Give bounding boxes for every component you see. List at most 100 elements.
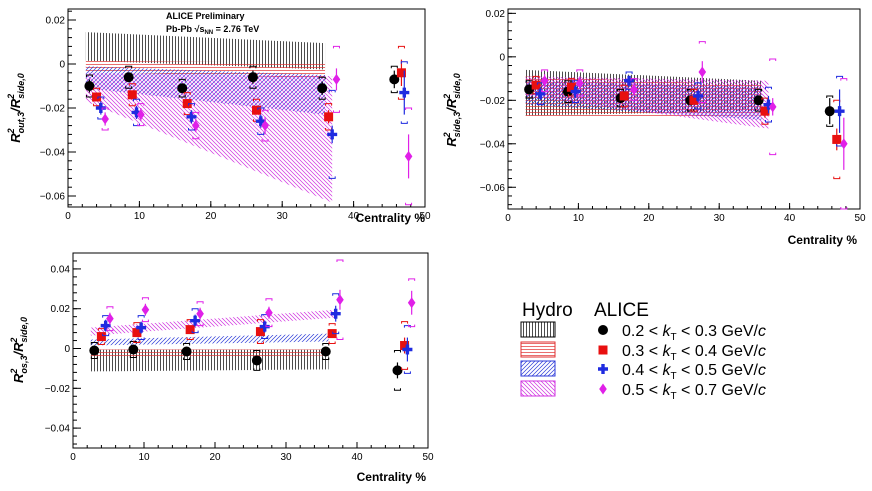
panel-ros: 0 10 20 30 40 50 −0.04 −0.02 0 0.02 0.04 Centrality… (9, 252, 434, 484)
annotation-preliminary: ALICE Preliminary (166, 11, 245, 21)
legend: Hydro ALICE 0.2 < kT < 0.3 GeV/c0.3 < kT… (520, 300, 766, 402)
data-point-circle (753, 95, 764, 106)
sys-bracket-top (567, 78, 575, 81)
data-point-circle (89, 345, 100, 356)
x-tick-label: 10 (573, 213, 585, 224)
x-tick-label: 30 (714, 213, 726, 224)
data-point-square (832, 134, 842, 144)
data-point-cross (834, 106, 845, 117)
sys-bracket-top (253, 350, 261, 353)
data-point-cross (131, 107, 142, 118)
sys-bracket-top (196, 301, 204, 304)
data-point-square (566, 82, 576, 92)
sys-bracket-bottom (97, 342, 105, 346)
sys-bracket-bottom (129, 355, 137, 358)
hydro-band-1 (90, 349, 329, 358)
sys-bracket-bottom (128, 103, 136, 107)
sys-bracket-bottom (328, 176, 336, 179)
y-axis-label-part: 2 (6, 128, 16, 134)
annotation-system: Pb-Pb √sNN = 2.76 TeV (166, 24, 259, 36)
y-tick-label: 0.02 (486, 9, 506, 20)
series-3 (106, 259, 416, 341)
legend-label-3: 0.5 < kT < 0.7 GeV/c (622, 382, 766, 402)
sys-bracket-bottom (102, 333, 110, 337)
sys-bracket-top (90, 342, 98, 345)
data-point-circle (824, 106, 835, 117)
data-point-circle (317, 83, 328, 94)
sys-bracket-top (183, 343, 191, 346)
series-3 (101, 45, 413, 206)
sys-bracket-top (188, 103, 196, 106)
legend-label-k: k (662, 382, 671, 399)
y-axis-label-part: 2 (9, 369, 19, 375)
sys-bracket-top (332, 293, 340, 296)
sys-bracket-bottom (536, 102, 544, 106)
data-point-cross (693, 90, 704, 101)
data-point-cross (186, 111, 197, 122)
sys-bracket-top (826, 95, 834, 98)
sys-bracket-top (617, 88, 625, 92)
legend-label-0: 0.2 < kT < 0.3 GeV/c (622, 323, 766, 343)
sys-bracket-top (408, 278, 416, 281)
annotation-system-sub: NN (204, 30, 213, 36)
x-tick-label: 20 (205, 211, 217, 222)
sys-bracket-top (141, 297, 149, 300)
series-3 (540, 41, 848, 210)
series-1 (531, 75, 842, 180)
sys-bracket-top (755, 88, 763, 92)
data-point-diamond (576, 77, 584, 89)
legend-label-c: c (758, 343, 766, 360)
data-point-cross (399, 87, 410, 98)
data-point-circle (389, 74, 400, 85)
legend-label-pre: 0.5 < (622, 382, 662, 399)
data-point-diamond (141, 304, 150, 316)
sys-bracket-bottom (133, 123, 141, 127)
annotation-energy: = 2.76 TeV (213, 24, 259, 34)
sys-bracket-bottom (257, 132, 265, 135)
sys-bracket-bottom (764, 120, 772, 123)
data-point-cross (95, 103, 106, 114)
legend-label-sub: T (670, 352, 676, 363)
series-1 (96, 319, 410, 370)
sys-bracket-bottom (178, 95, 186, 98)
sys-bracket-bottom (525, 96, 533, 99)
sys-bracket-top (630, 78, 638, 81)
data-point-circle (181, 346, 192, 357)
data-point-circle (524, 84, 535, 95)
data-point-square (96, 332, 106, 342)
legend-label-pre: 0.2 < (622, 323, 662, 340)
y-axis-label-part: 2 (6, 94, 16, 100)
data-point-diamond (196, 308, 204, 320)
sys-bracket-top (133, 98, 141, 102)
sys-bracket-bottom (186, 337, 194, 341)
data-point-diamond (336, 294, 344, 306)
y-axis-label-part: /R (8, 98, 23, 113)
sys-bracket-top (698, 41, 706, 44)
y-tick-label: 0 (64, 344, 70, 355)
data-point-circle (123, 72, 134, 83)
sys-bracket-top (401, 321, 409, 324)
sys-bracket-bottom (686, 109, 694, 112)
sys-bracket-top (101, 107, 109, 110)
legend-hydro-header: Hydro (522, 300, 573, 321)
legend-label-2: 0.4 < kT < 0.5 GeV/c (622, 362, 766, 382)
series-0 (89, 341, 403, 391)
sys-bracket-bottom (840, 207, 848, 210)
hydro-band-2 (90, 333, 329, 346)
sys-bracket-bottom (137, 123, 145, 127)
sys-bracket-top (532, 75, 540, 79)
x-axis-label: Centrality % (788, 233, 858, 247)
sys-bracket-bottom (826, 124, 834, 127)
sys-bracket-bottom (541, 89, 549, 93)
sys-bracket-top (625, 71, 633, 75)
series-2 (100, 293, 413, 374)
sys-bracket-top (178, 78, 186, 82)
y-tick-label: 0 (59, 60, 65, 71)
sys-bracket-top (332, 45, 340, 49)
y-axis-label-part: R (11, 373, 26, 383)
data-point-diamond (106, 313, 114, 325)
y-axis-label-part: 2 (442, 94, 452, 100)
x-tick-label: 40 (351, 452, 363, 463)
sys-bracket-top (137, 315, 145, 318)
y-axis-label-part: side,3 (452, 112, 462, 138)
